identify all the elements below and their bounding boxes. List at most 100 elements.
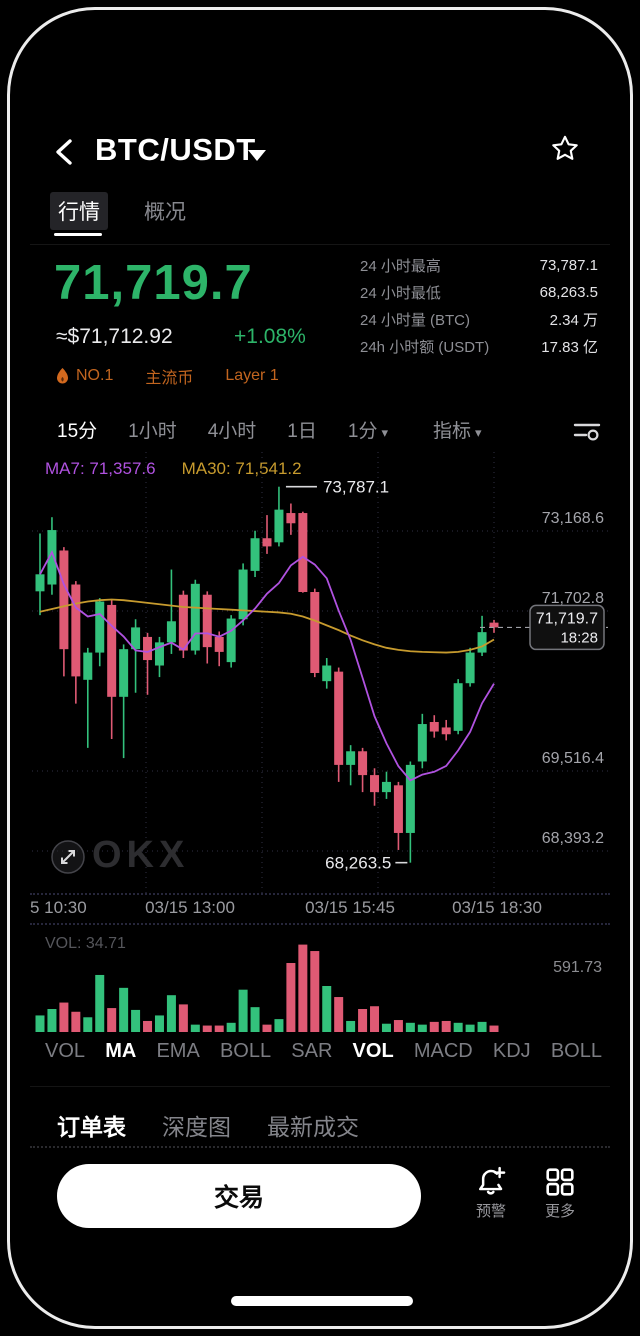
stat-value: 73,787.1 [539, 257, 598, 274]
candlestick-chart[interactable]: 73,168.6 71,702.8 69,516.4 68,393.2 73,787.1… [32, 452, 608, 894]
indicator-tab-VOL[interactable]: VOL [45, 1040, 86, 1062]
candle [178, 590, 188, 659]
timeframe-1分[interactable]: 1分 ▾ [347, 421, 388, 442]
volume-bar [322, 986, 332, 1032]
volume-bar [286, 963, 296, 1032]
candle [441, 719, 451, 741]
candle [47, 517, 57, 595]
okx-watermark: OKX [92, 834, 190, 876]
volume-bar [214, 1025, 224, 1032]
tab-深度图[interactable]: 深度图 [162, 1114, 231, 1140]
tab-最新成交[interactable]: 最新成交 [267, 1114, 359, 1140]
volume-bar [107, 1008, 117, 1032]
volume-bar [95, 974, 105, 1032]
badge-Layer 1[interactable]: Layer 1 [225, 367, 278, 385]
chart-settings-icon[interactable] [572, 417, 602, 443]
volume-bar [178, 1004, 188, 1032]
divider [30, 893, 610, 895]
more-label: 更多 [544, 1203, 575, 1220]
divider [30, 244, 610, 245]
volume-bar [274, 1019, 284, 1032]
x-axis-label: 03/15 18:30 [452, 898, 542, 917]
volume-bar [143, 1020, 153, 1032]
indicator-tab-KDJ[interactable]: KDJ [492, 1040, 531, 1062]
badge-主流币[interactable]: 主流币 [145, 364, 193, 388]
badge-label: 主流币 [145, 370, 194, 387]
x-axis-labels: 5 10:30 03/15 13:00 03/15 15:45 03/15 18:30 [30, 898, 610, 922]
candle [393, 781, 403, 850]
candle [477, 615, 487, 656]
indicator-tab-row: VOL MA EMA BOLL SAR VOL MACD KDJ BOLL [45, 1040, 602, 1063]
alert-label: 预警 [475, 1203, 506, 1220]
x-axis-label: 03/15 13:00 [145, 898, 235, 917]
candle [83, 647, 93, 748]
more-button[interactable]: 更多 [532, 1166, 588, 1221]
back-icon[interactable] [50, 136, 80, 168]
candle [453, 679, 463, 735]
chevron-down-icon: ▾ [381, 425, 388, 440]
candle [166, 569, 176, 654]
timeframe-row: 15分 1小时 4小时 1日 1分 ▾ 指标 ▾ [57, 416, 602, 443]
volume-chart[interactable]: VOL: 34.71 591.73 [32, 926, 608, 1034]
grid-more-icon [546, 1168, 574, 1196]
stat-label: 24 小时最高 [360, 258, 441, 275]
volume-bar [154, 1015, 164, 1032]
divider [30, 1086, 610, 1087]
stat-row: 24 小时最高 73,787.1 [360, 252, 598, 279]
indicator-tab-MA[interactable]: MA [105, 1040, 137, 1062]
divider [30, 1146, 610, 1148]
timeframe-1日[interactable]: 1日 [287, 421, 317, 442]
volume-bar [465, 1024, 475, 1032]
volume-bar [370, 1006, 380, 1032]
badge-NO.1[interactable]: NO.1 [56, 367, 113, 385]
change-percent: +1.08% [234, 325, 306, 348]
fiat-price: ≈$71,712.92 [56, 325, 173, 348]
candle [143, 632, 153, 695]
indicator-tab-EMA[interactable]: EMA [156, 1040, 200, 1062]
candle [262, 515, 272, 554]
candle [334, 667, 344, 782]
candle [405, 761, 415, 863]
svg-text:71,719.7: 71,719.7 [536, 610, 598, 627]
chevron-down-icon: ▾ [475, 425, 482, 440]
volume-bar [131, 1009, 141, 1032]
pair-title[interactable]: BTC/USDT [95, 132, 256, 167]
home-indicator[interactable] [231, 1296, 413, 1306]
volume-bar [71, 1011, 81, 1032]
volume-scale-label: 591.73 [553, 959, 602, 976]
candle [250, 530, 260, 578]
volume-bar [346, 1020, 356, 1032]
timeframe-15分[interactable]: 15分 [57, 421, 98, 442]
indicator-tab-MACD[interactable]: MACD [413, 1040, 473, 1062]
pair-dropdown-caret-icon[interactable] [248, 150, 266, 161]
volume-bar [202, 1025, 212, 1032]
trade-button[interactable]: 交易 [57, 1164, 421, 1228]
tab-行情[interactable]: 行情 [50, 192, 108, 230]
y-axis-label: 73,168.6 [542, 510, 604, 527]
candle [107, 600, 117, 740]
indicator-tab-SAR[interactable]: SAR [291, 1040, 333, 1062]
favorite-star-icon[interactable] [549, 133, 581, 165]
stat-row: 24 小时量 (BTC) 2.34 万 [360, 306, 598, 333]
candle [190, 579, 200, 655]
indicator-menu[interactable]: 指标 ▾ [432, 421, 482, 442]
tab-概况[interactable]: 概况 [144, 201, 186, 224]
stat-value: 68,263.5 [539, 284, 598, 301]
timeframe-1小时[interactable]: 1小时 [128, 421, 177, 442]
indicator-tab-BOLL[interactable]: BOLL [550, 1040, 602, 1062]
tab-订单表[interactable]: 订单表 [57, 1114, 126, 1140]
price-alert-button[interactable]: 预警 [463, 1166, 519, 1221]
candle [71, 581, 81, 704]
candle [358, 747, 368, 793]
expand-chart-icon[interactable] [49, 838, 87, 876]
volume-bar [59, 1002, 69, 1032]
candle [346, 745, 356, 786]
indicator-tab-BOLL[interactable]: BOLL [219, 1040, 272, 1062]
volume-bar [298, 944, 308, 1032]
timeframe-4小时[interactable]: 4小时 [207, 421, 257, 442]
candle [489, 619, 499, 633]
low-annotation-label: 68,263.5 [325, 854, 391, 873]
candle [465, 647, 475, 687]
volume-bar [334, 997, 344, 1032]
indicator-tab-VOL[interactable]: VOL [352, 1040, 394, 1062]
